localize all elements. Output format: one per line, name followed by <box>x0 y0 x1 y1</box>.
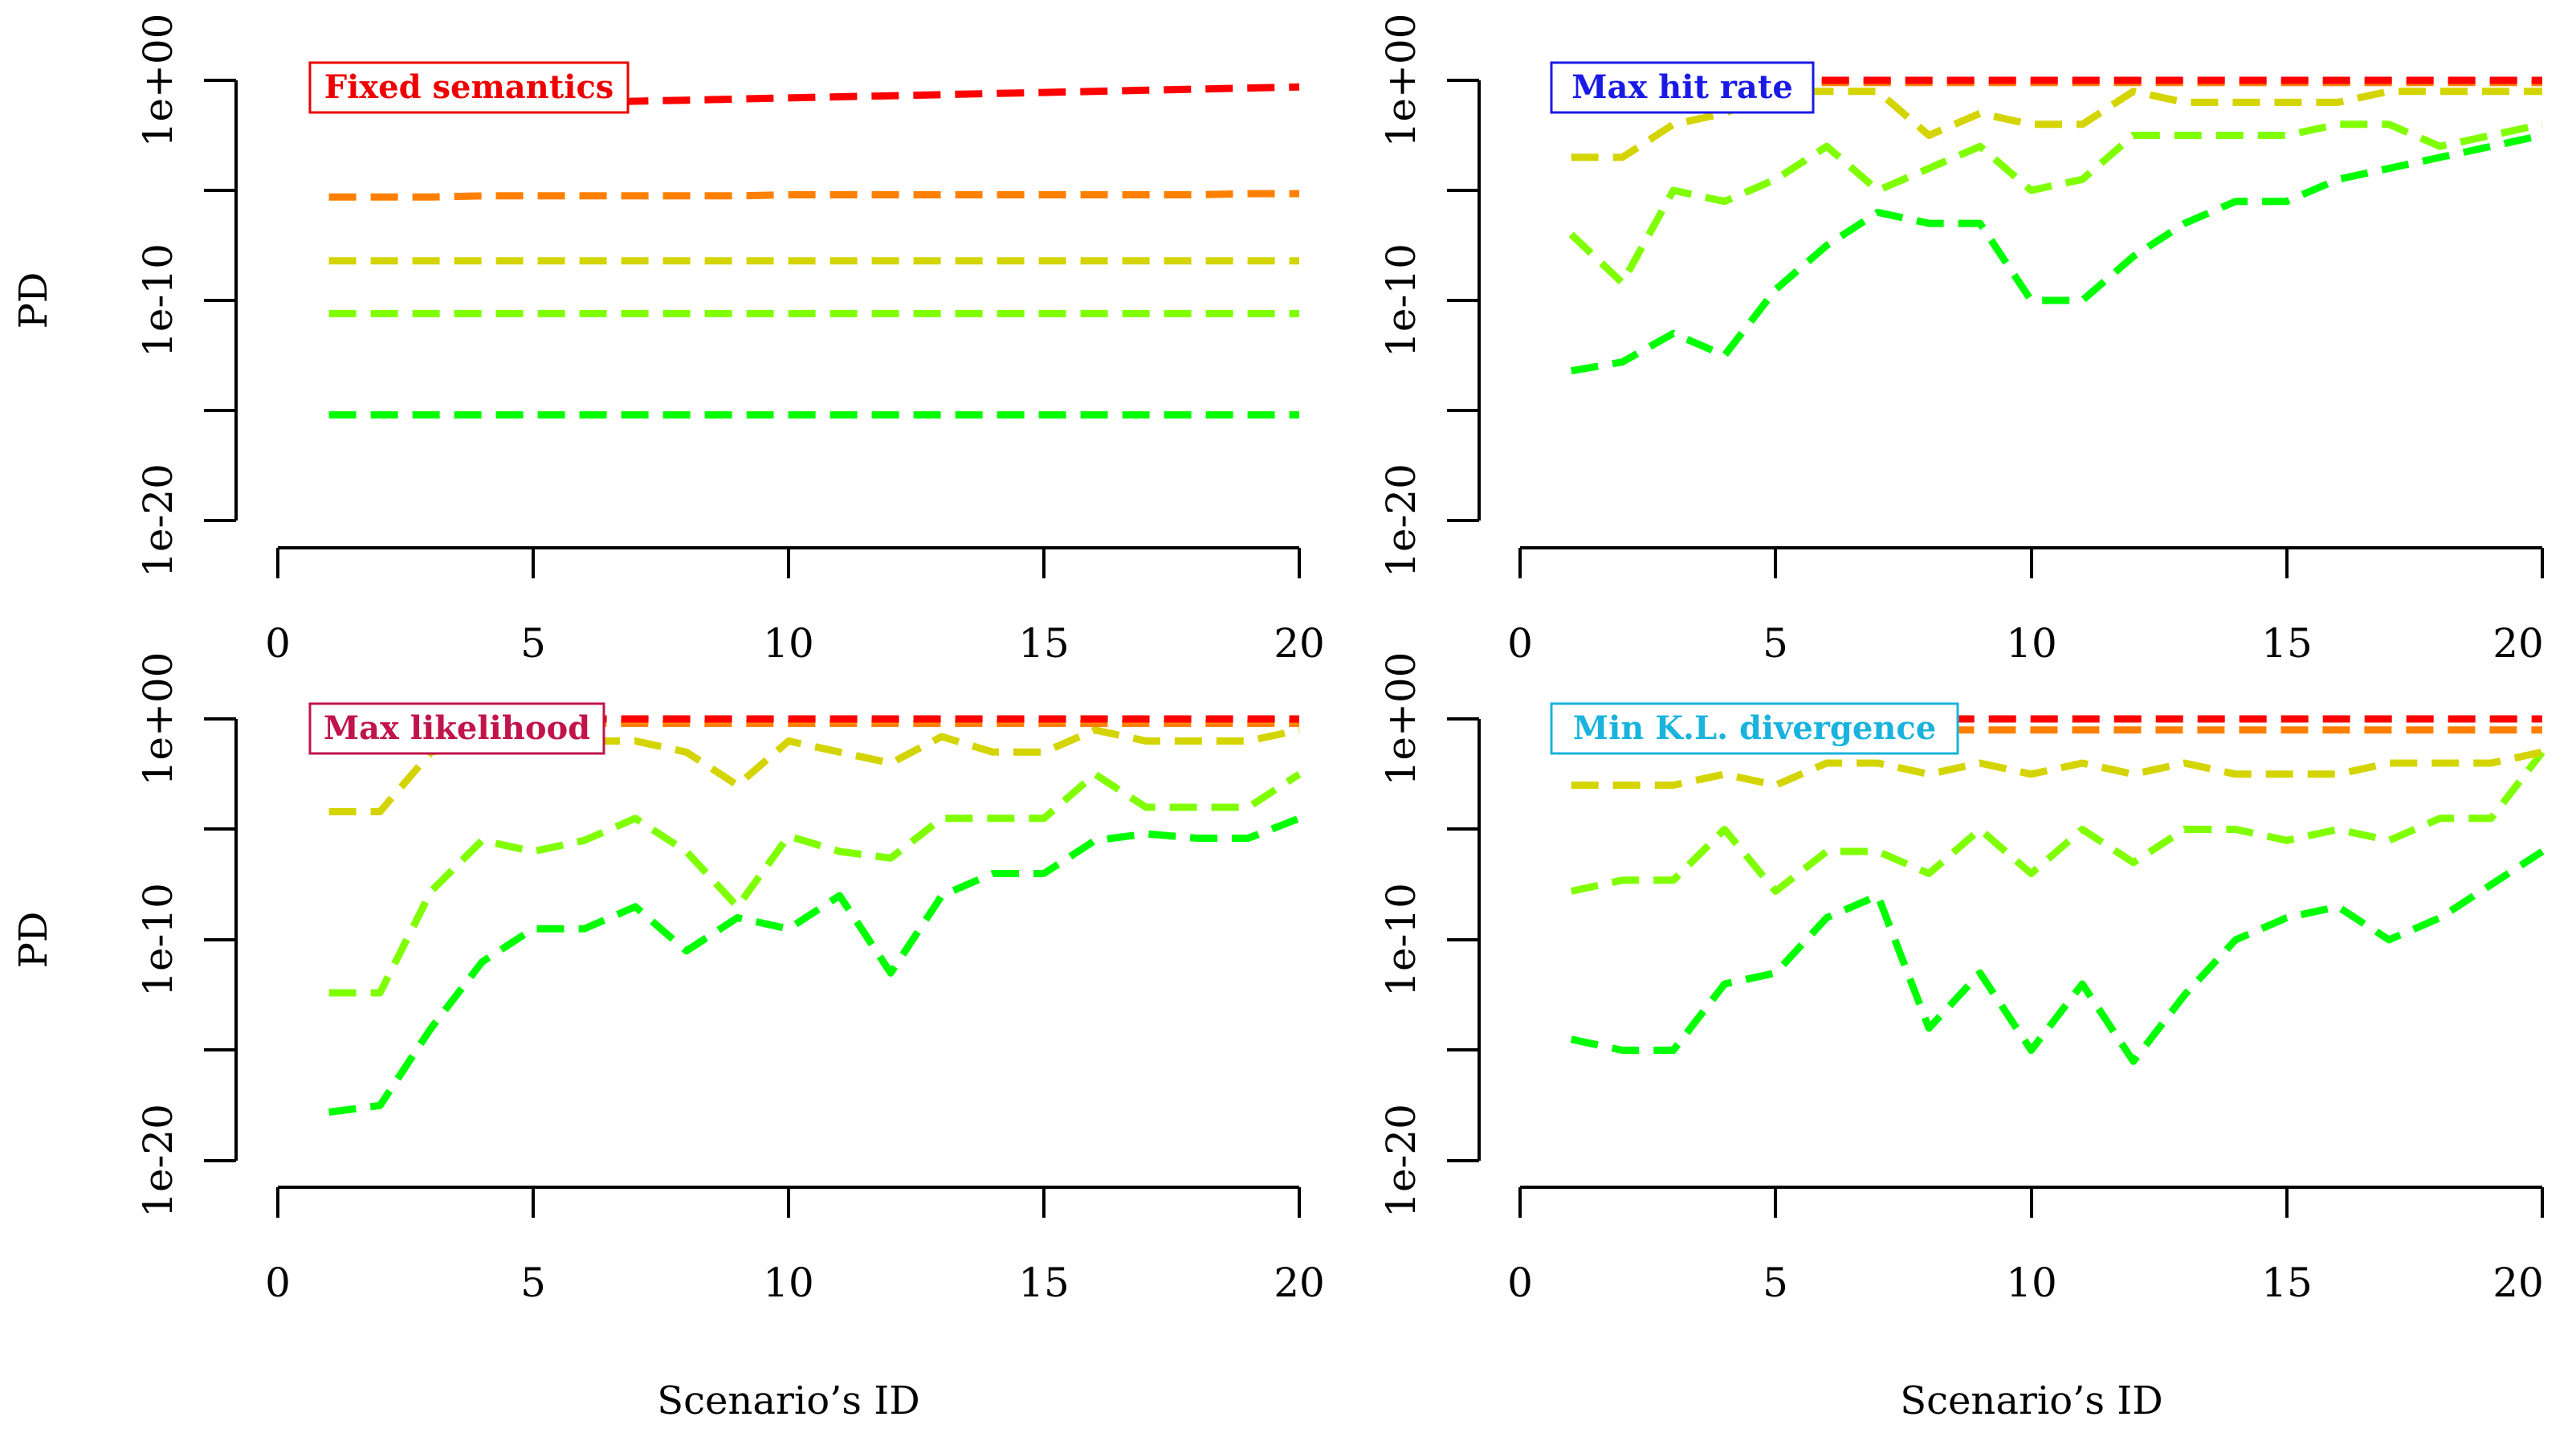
y-tick-label: 1e+00 <box>135 652 181 786</box>
x-tick-label: 0 <box>265 1260 291 1306</box>
series-line-level-2 <box>328 720 1299 734</box>
legend-frame <box>1550 61 1815 114</box>
x-axis-title: Scenario’s ID <box>1900 1378 2163 1423</box>
y-tick-label: 1e-20 <box>1378 1104 1425 1218</box>
series-line-level-4 <box>328 770 1302 997</box>
x-tick-label: 20 <box>2492 1260 2544 1306</box>
y-axis-title: PD <box>11 272 56 329</box>
y-ticks <box>204 717 236 1162</box>
legend-frame <box>308 61 630 114</box>
legend-title: Fixed semantics <box>324 68 614 106</box>
series-line-level-2 <box>328 190 1299 201</box>
series-line-level-5 <box>1570 132 2543 375</box>
y-tick-label: 1e+00 <box>1378 652 1425 786</box>
x-ticks <box>1518 548 2544 578</box>
panel-fixed-semantics: 1e+00 1e-10 1e-20 PD 0 5 10 15 20 Fixed … <box>11 14 1325 667</box>
x-tick-label: 5 <box>1763 1260 1788 1306</box>
x-tick-label: 20 <box>1274 1260 1325 1306</box>
series-line-level-5 <box>1570 848 2545 1065</box>
series-group <box>328 715 1302 1116</box>
legend-frame <box>308 702 605 755</box>
legend-box: Min K.L. divergence <box>1550 702 1959 755</box>
legend-title: Max hit rate <box>1571 68 1793 106</box>
legend-frame <box>1550 702 1959 755</box>
y-tick-label: 1e+00 <box>135 14 181 148</box>
y-tick-label: 1e+00 <box>1378 14 1425 148</box>
y-tick-label: 1e-10 <box>1378 243 1425 357</box>
x-tick-label: 0 <box>1507 1260 1533 1306</box>
x-tick-label: 5 <box>1763 620 1788 667</box>
panel-max-hit-rate: 1e+00 1e-10 1e-20 0 5 10 15 20 Max hit r… <box>1378 14 2544 667</box>
legend-box: Max likelihood <box>308 702 605 755</box>
x-tick-label: 15 <box>2261 1260 2313 1306</box>
y-ticks <box>204 79 236 522</box>
x-tick-label: 15 <box>1018 620 1070 667</box>
series-group <box>328 83 1300 418</box>
y-tick-label: 1e-10 <box>1378 883 1425 997</box>
legend-box: Fixed semantics <box>308 61 630 114</box>
x-tick-label: 0 <box>1507 620 1533 667</box>
y-ticks <box>1447 717 1479 1162</box>
y-ticks <box>1447 79 1479 522</box>
x-ticks <box>276 548 1301 578</box>
y-axis-title: PD <box>11 912 56 969</box>
x-tick-label: 10 <box>2006 620 2057 667</box>
legend-title: Min K.L. divergence <box>1573 709 1936 747</box>
legend-box: Max hit rate <box>1550 61 1815 114</box>
x-ticks <box>276 1187 1301 1218</box>
x-tick-label: 10 <box>2006 1260 2057 1306</box>
legend-title: Max likelihood <box>324 709 590 747</box>
series-group <box>1570 715 2545 1065</box>
x-tick-label: 5 <box>520 620 546 667</box>
y-tick-label: 1e-20 <box>135 1104 181 1218</box>
x-tick-label: 20 <box>2492 620 2544 667</box>
x-tick-label: 5 <box>520 1260 546 1306</box>
series-line-level-5 <box>328 815 1301 1116</box>
x-ticks <box>1518 1187 2544 1218</box>
y-tick-label: 1e-10 <box>135 883 181 997</box>
panel-min-kl-divergence: 1e+00 1e-10 1e-20 0 5 10 15 20 Scenario’… <box>1378 652 2545 1423</box>
series-group <box>1568 76 2543 375</box>
series-line-level-1 <box>328 83 1300 113</box>
series-line-level-4 <box>1570 749 2545 895</box>
x-tick-label: 10 <box>763 620 814 667</box>
x-tick-label: 15 <box>1018 1260 1070 1306</box>
x-tick-label: 0 <box>265 620 291 667</box>
series-line-level-4 <box>1568 120 2543 287</box>
x-tick-label: 15 <box>2261 620 2313 667</box>
panel-max-likelihood: 1e+00 1e-10 1e-20 PD 0 5 10 15 20 Scenar… <box>11 652 1325 1423</box>
x-tick-label: 10 <box>763 1260 814 1306</box>
x-tick-label: 20 <box>1274 620 1325 667</box>
y-tick-label: 1e-20 <box>135 463 181 578</box>
series-line-level-3 <box>1571 748 2543 789</box>
y-tick-label: 1e-20 <box>1378 463 1425 578</box>
y-tick-label: 1e-10 <box>135 243 181 357</box>
series-line-level-2 <box>1571 726 2542 741</box>
x-axis-title: Scenario’s ID <box>657 1378 920 1423</box>
